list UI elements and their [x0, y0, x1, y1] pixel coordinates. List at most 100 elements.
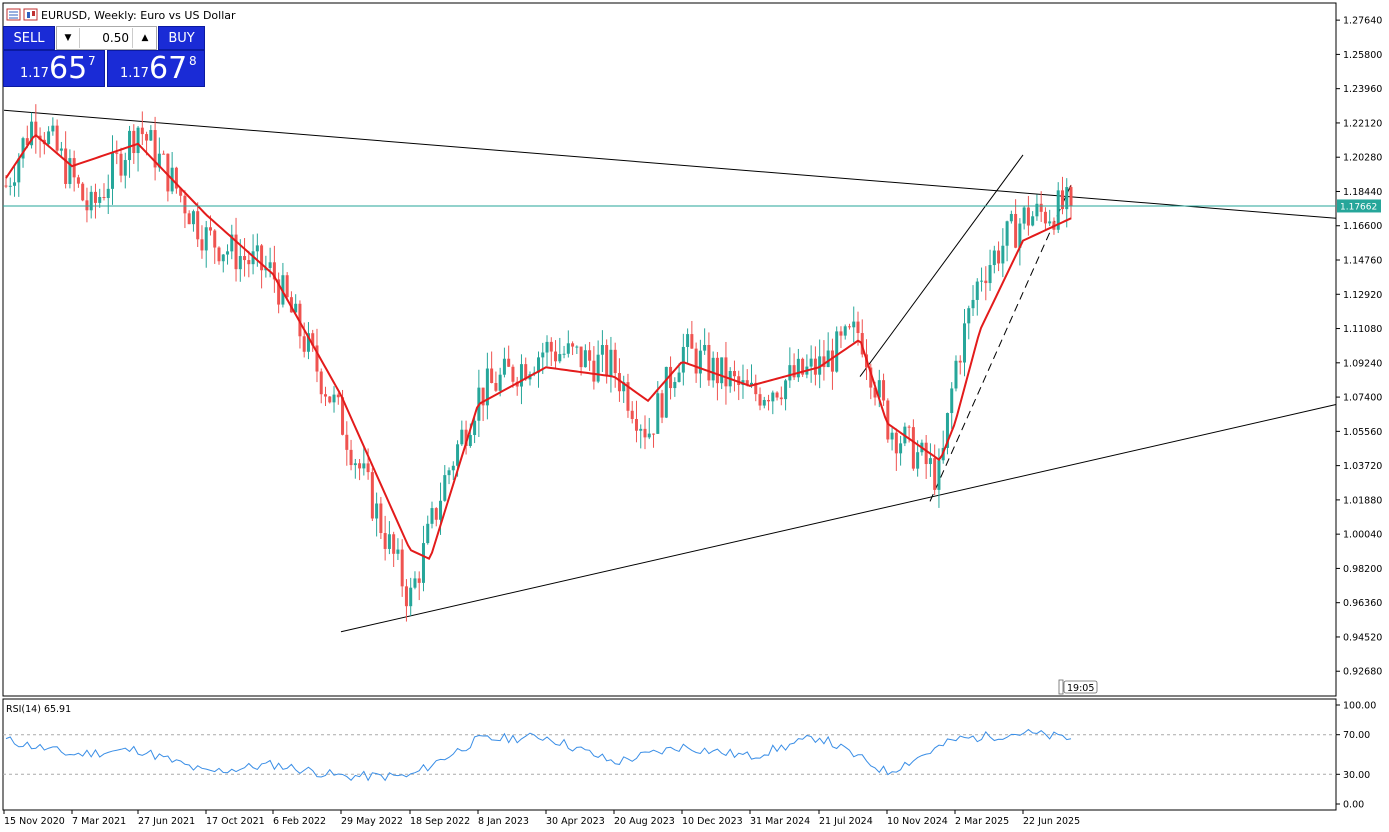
candle-body	[451, 465, 455, 471]
candle-body	[115, 152, 119, 154]
moving-average-line	[5, 134, 1072, 560]
candle-body	[8, 185, 12, 187]
lot-size-input[interactable]	[79, 28, 133, 48]
candle-body	[822, 356, 826, 368]
candle-body	[788, 365, 792, 381]
rsi-axis-tick-label: 0.00	[1343, 800, 1364, 811]
trendline[interactable]	[859, 154, 1024, 377]
candle-body	[745, 380, 749, 386]
candle-body	[25, 138, 29, 146]
candle-body	[145, 134, 149, 141]
candle-body	[809, 358, 813, 367]
candle-body	[302, 336, 306, 352]
candle-body	[664, 366, 668, 418]
candle-body	[247, 260, 251, 265]
candle-body	[928, 458, 932, 465]
trendline[interactable]	[3, 109, 1337, 219]
candle-body	[758, 394, 762, 406]
candle-body	[856, 321, 860, 334]
y-axis-tick-label: 1.07400	[1343, 393, 1382, 404]
candle-body	[1048, 221, 1052, 224]
sell-price[interactable]: 1.17 65 7	[3, 50, 105, 87]
candle-body	[396, 549, 400, 554]
trendline[interactable]	[340, 404, 1337, 633]
candle-body	[358, 463, 362, 469]
candle-body	[136, 127, 140, 154]
candle-body	[600, 345, 604, 355]
candle-body	[268, 262, 272, 268]
buy-button[interactable]: BUY	[158, 26, 205, 50]
x-axis-tick-label: 7 Mar 2021	[72, 816, 126, 827]
x-axis-tick-label: 8 Jan 2023	[478, 816, 529, 827]
candle-body	[426, 523, 430, 544]
candle-body	[1031, 216, 1035, 226]
candle-body	[847, 326, 851, 328]
candle-body	[792, 365, 796, 378]
candle-body	[204, 227, 208, 251]
candle-body	[230, 234, 234, 252]
candle-body	[47, 131, 51, 145]
lot-size-control: ▼ ▲	[56, 26, 157, 50]
candle-body	[720, 357, 724, 384]
rsi-chart-frame	[2, 698, 1337, 811]
trendline[interactable]	[929, 184, 1072, 502]
candle-body	[81, 183, 85, 201]
candle-body	[64, 148, 68, 184]
candle-body	[490, 368, 494, 384]
candle-body	[387, 534, 391, 549]
candle-body	[549, 341, 553, 352]
candle-body	[524, 364, 528, 380]
one-click-trading-panel: SELL ▼ ▲ BUY 1.17 65 7 1.17 67 8	[3, 26, 206, 87]
candle-body	[537, 357, 540, 373]
candle-body	[992, 250, 996, 266]
candle-body	[643, 428, 647, 438]
candle-body	[660, 393, 664, 418]
chart-type-icon[interactable]	[23, 8, 38, 21]
candle-body	[362, 463, 366, 469]
current-price-text: 1.17662	[1340, 202, 1377, 212]
lot-increase-arrow-icon[interactable]: ▲	[141, 33, 149, 43]
candle-body	[55, 125, 59, 151]
sell-button[interactable]: SELL	[3, 26, 55, 50]
lot-decrease-arrow-icon[interactable]: ▼	[64, 33, 72, 43]
candle-body	[711, 357, 715, 381]
x-axis-tick-label: 29 May 2022	[341, 816, 403, 827]
candle-body	[289, 297, 293, 313]
candle-body	[413, 578, 417, 588]
candle-body	[213, 230, 217, 248]
x-axis-tick-label: 15 Nov 2020	[4, 816, 65, 827]
candle-body	[541, 352, 545, 358]
candle-body	[933, 458, 937, 490]
candle-body	[715, 357, 719, 384]
candle-body	[162, 153, 166, 155]
candle-body	[34, 121, 38, 136]
candle-body	[869, 367, 873, 388]
candle-body	[839, 331, 843, 336]
x-axis-tick-label: 17 Oct 2021	[206, 816, 265, 827]
buy-price-small: 1.17	[120, 66, 149, 81]
buy-price[interactable]: 1.17 67 8	[107, 50, 205, 87]
candle-body	[17, 158, 21, 183]
candle-body	[558, 354, 562, 362]
candle-body	[85, 200, 89, 211]
buy-price-sup: 8	[189, 54, 197, 68]
candle-body	[775, 392, 779, 398]
candle-body	[439, 500, 443, 520]
y-axis-tick-label: 1.12920	[1343, 290, 1382, 301]
x-axis-tick-label: 10 Nov 2024	[887, 816, 948, 827]
candle-body	[579, 346, 583, 368]
candle-body	[234, 234, 238, 270]
y-axis-tick-label: 0.96360	[1343, 598, 1382, 609]
candle-body	[494, 383, 498, 391]
window-icons[interactable]	[6, 8, 38, 21]
candle-body	[984, 280, 988, 284]
candle-body	[221, 254, 225, 262]
candle-body	[605, 345, 609, 377]
candle-body	[647, 433, 651, 438]
candle-body	[596, 354, 600, 382]
candle-body	[583, 350, 587, 368]
candle-body	[174, 167, 178, 189]
candle-body	[30, 121, 34, 146]
candle-body	[911, 427, 915, 469]
